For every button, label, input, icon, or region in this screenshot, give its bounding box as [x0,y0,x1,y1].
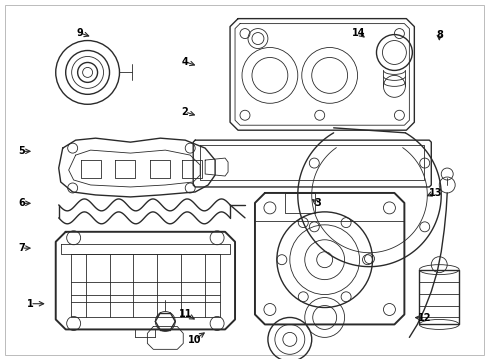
Text: 7: 7 [18,243,25,253]
Text: 12: 12 [417,313,430,323]
Text: 13: 13 [428,188,441,198]
Text: 2: 2 [182,107,188,117]
Text: 5: 5 [18,146,25,156]
Text: 6: 6 [18,198,25,208]
Text: 11: 11 [179,310,192,319]
Text: 14: 14 [351,28,365,38]
Text: 10: 10 [188,334,201,345]
Text: 8: 8 [435,30,442,40]
Text: 9: 9 [76,28,83,38]
Text: 4: 4 [182,57,188,67]
Text: 1: 1 [27,299,34,309]
Text: 3: 3 [314,198,320,208]
